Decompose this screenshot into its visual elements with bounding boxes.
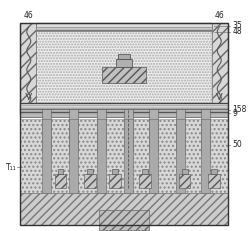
- Bar: [20, 110, 228, 112]
- Bar: [20, 106, 228, 108]
- Bar: [176, 119, 184, 193]
- Text: 46: 46: [24, 11, 34, 20]
- Bar: [109, 174, 121, 188]
- Bar: [20, 23, 36, 103]
- Bar: [42, 119, 50, 193]
- Bar: [20, 103, 228, 106]
- Bar: [36, 27, 212, 31]
- Bar: [139, 174, 151, 188]
- Bar: [70, 119, 78, 193]
- Bar: [20, 109, 228, 117]
- Bar: [118, 54, 130, 59]
- Bar: [178, 174, 190, 188]
- Bar: [211, 169, 217, 174]
- Text: T₁₁: T₁₁: [6, 163, 16, 172]
- Bar: [36, 23, 212, 103]
- Bar: [70, 109, 78, 152]
- Bar: [102, 67, 146, 83]
- Text: 48: 48: [232, 27, 242, 36]
- Bar: [112, 169, 118, 174]
- Bar: [42, 109, 50, 152]
- Bar: [124, 109, 133, 152]
- Bar: [54, 174, 66, 188]
- Bar: [202, 109, 210, 152]
- Bar: [58, 169, 64, 174]
- Bar: [87, 169, 93, 174]
- Bar: [149, 119, 158, 193]
- Bar: [208, 174, 220, 188]
- Bar: [36, 23, 212, 31]
- Bar: [176, 109, 184, 152]
- Bar: [124, 119, 133, 193]
- Text: 50: 50: [232, 140, 242, 149]
- Bar: [99, 210, 149, 230]
- Bar: [20, 112, 228, 115]
- Bar: [202, 119, 210, 193]
- Bar: [84, 174, 96, 188]
- Bar: [20, 23, 228, 103]
- Text: 158: 158: [232, 106, 246, 115]
- Text: 9: 9: [232, 109, 237, 118]
- Bar: [20, 23, 228, 225]
- Bar: [20, 193, 228, 225]
- Bar: [212, 23, 228, 103]
- Bar: [182, 169, 188, 174]
- Bar: [97, 119, 106, 193]
- Text: 35: 35: [232, 21, 242, 30]
- Bar: [20, 108, 228, 110]
- Text: 46: 46: [214, 11, 224, 20]
- Bar: [116, 59, 132, 67]
- Bar: [142, 169, 148, 174]
- Bar: [20, 119, 228, 193]
- Bar: [149, 109, 158, 152]
- Bar: [97, 109, 106, 152]
